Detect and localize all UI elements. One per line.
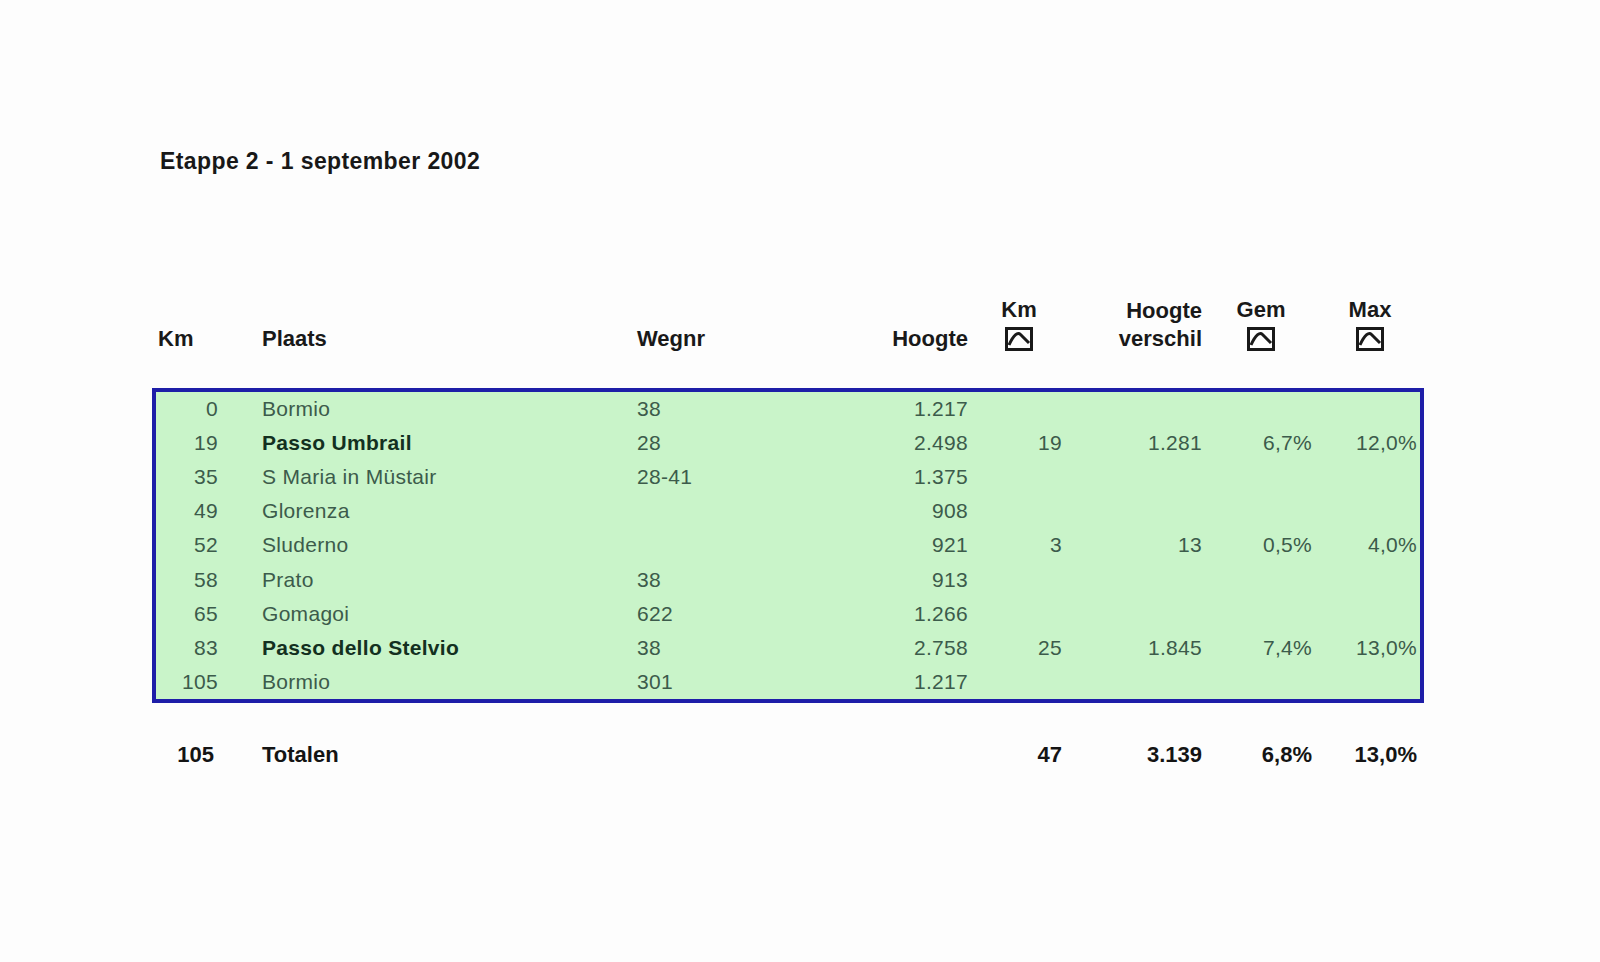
cell-plaats: Passo Umbrail	[222, 431, 630, 455]
cell-hoogte: 1.217	[790, 397, 972, 421]
table-row: 35 S Maria in Müstair 28-41 1.375	[156, 460, 1420, 494]
cell-km: 0	[156, 397, 222, 421]
cell-hoogteverschil: 1.281	[1066, 431, 1206, 455]
cell-plaats: Prato	[222, 568, 630, 592]
cell-hoogte: 913	[790, 568, 972, 592]
totals-gem: 6,8%	[1206, 742, 1316, 768]
cell-hoogte: 1.266	[790, 602, 972, 626]
table-header: Km Plaats Wegnr Hoogte Km Hoogte verschi…	[152, 280, 1424, 354]
cell-km: 58	[156, 568, 222, 592]
cell-km: 83	[156, 636, 222, 660]
cell-hoogte: 921	[790, 533, 972, 557]
table-rows: 0 Bormio 38 1.217 19 Passo Umbrail 28 2.…	[156, 392, 1420, 699]
cell-max: 4,0%	[1316, 533, 1424, 557]
header-km: Km	[152, 280, 222, 354]
header-wegnr-label: Wegnr	[637, 326, 705, 354]
elevation-profile-icon	[1356, 325, 1384, 353]
cell-wegnr: 38	[630, 636, 790, 660]
header-gem-label: Gem	[1237, 297, 1286, 325]
header-hoogte: Hoogte	[790, 280, 972, 354]
header-hoogteverschil: Hoogte verschil	[1066, 280, 1206, 354]
header-plaats-label: Plaats	[262, 326, 327, 354]
cell-gem: 7,4%	[1206, 636, 1316, 660]
table-row: 19 Passo Umbrail 28 2.498 19 1.281 6,7% …	[156, 426, 1420, 460]
cell-max: 13,0%	[1316, 636, 1424, 660]
cell-km-segment: 19	[972, 431, 1066, 455]
elevation-profile-icon	[1005, 325, 1033, 353]
header-hoogte-label: Hoogte	[892, 326, 968, 354]
cell-plaats: Bormio	[222, 397, 630, 421]
totals-max: 13,0%	[1316, 742, 1424, 768]
cell-hoogte: 2.758	[790, 636, 972, 660]
cell-km: 19	[156, 431, 222, 455]
header-hoogteverschil-line2: verschil	[1119, 326, 1202, 354]
cell-plaats: Glorenza	[222, 499, 630, 523]
cell-wegnr: 28	[630, 431, 790, 455]
cell-km: 65	[156, 602, 222, 626]
totals-km: 105	[152, 742, 218, 768]
cell-gem: 6,7%	[1206, 431, 1316, 455]
header-gem: Gem	[1206, 280, 1316, 354]
cell-wegnr: 38	[630, 568, 790, 592]
cell-km: 35	[156, 465, 222, 489]
cell-wegnr: 38	[630, 397, 790, 421]
cell-hoogteverschil: 13	[1066, 533, 1206, 557]
table-row: 105 Bormio 301 1.217	[156, 665, 1420, 699]
cell-hoogte: 1.375	[790, 465, 972, 489]
cell-plaats: Passo dello Stelvio	[222, 636, 630, 660]
table-row: 83 Passo dello Stelvio 38 2.758 25 1.845…	[156, 631, 1420, 665]
cell-plaats: Gomagoi	[222, 602, 630, 626]
header-plaats: Plaats	[222, 280, 630, 354]
page-title: Etappe 2 - 1 september 2002	[160, 148, 480, 175]
cell-hoogte: 908	[790, 499, 972, 523]
header-km-segment: Km	[972, 280, 1066, 354]
header-km-segment-label: Km	[1001, 297, 1036, 325]
cell-wegnr: 28-41	[630, 465, 790, 489]
cell-gem: 0,5%	[1206, 533, 1316, 557]
cell-max: 12,0%	[1316, 431, 1424, 455]
highlighted-stage-table: 0 Bormio 38 1.217 19 Passo Umbrail 28 2.…	[152, 388, 1424, 703]
cell-km: 52	[156, 533, 222, 557]
totals-hoogteverschil: 3.139	[1066, 742, 1206, 768]
cell-plaats: S Maria in Müstair	[222, 465, 630, 489]
cell-hoogte: 2.498	[790, 431, 972, 455]
table-row: 65 Gomagoi 622 1.266	[156, 597, 1420, 631]
cell-km: 49	[156, 499, 222, 523]
cell-plaats: Sluderno	[222, 533, 630, 557]
table-row: 52 Sluderno 921 3 13 0,5% 4,0%	[156, 528, 1420, 562]
header-hoogteverschil-line1: Hoogte	[1126, 298, 1202, 326]
header-max-label: Max	[1349, 297, 1392, 325]
cell-plaats: Bormio	[222, 670, 630, 694]
totals-label: Totalen	[222, 742, 630, 768]
header-wegnr: Wegnr	[630, 280, 790, 354]
table-row: 0 Bormio 38 1.217	[156, 392, 1420, 426]
cell-km-segment: 25	[972, 636, 1066, 660]
cell-wegnr: 622	[630, 602, 790, 626]
totals-row: 105 Totalen 47 3.139 6,8% 13,0%	[152, 736, 1424, 774]
header-km-label: Km	[158, 326, 193, 354]
elevation-profile-icon	[1247, 325, 1275, 353]
stage-sheet-page: Etappe 2 - 1 september 2002 Km Plaats We…	[0, 0, 1600, 962]
cell-km-segment: 3	[972, 533, 1066, 557]
cell-km: 105	[156, 670, 222, 694]
table-row: 49 Glorenza 908	[156, 494, 1420, 528]
cell-wegnr: 301	[630, 670, 790, 694]
table-row: 58 Prato 38 913	[156, 563, 1420, 597]
header-max: Max	[1316, 280, 1424, 354]
totals-km-segment: 47	[972, 742, 1066, 768]
cell-hoogte: 1.217	[790, 670, 972, 694]
cell-hoogteverschil: 1.845	[1066, 636, 1206, 660]
